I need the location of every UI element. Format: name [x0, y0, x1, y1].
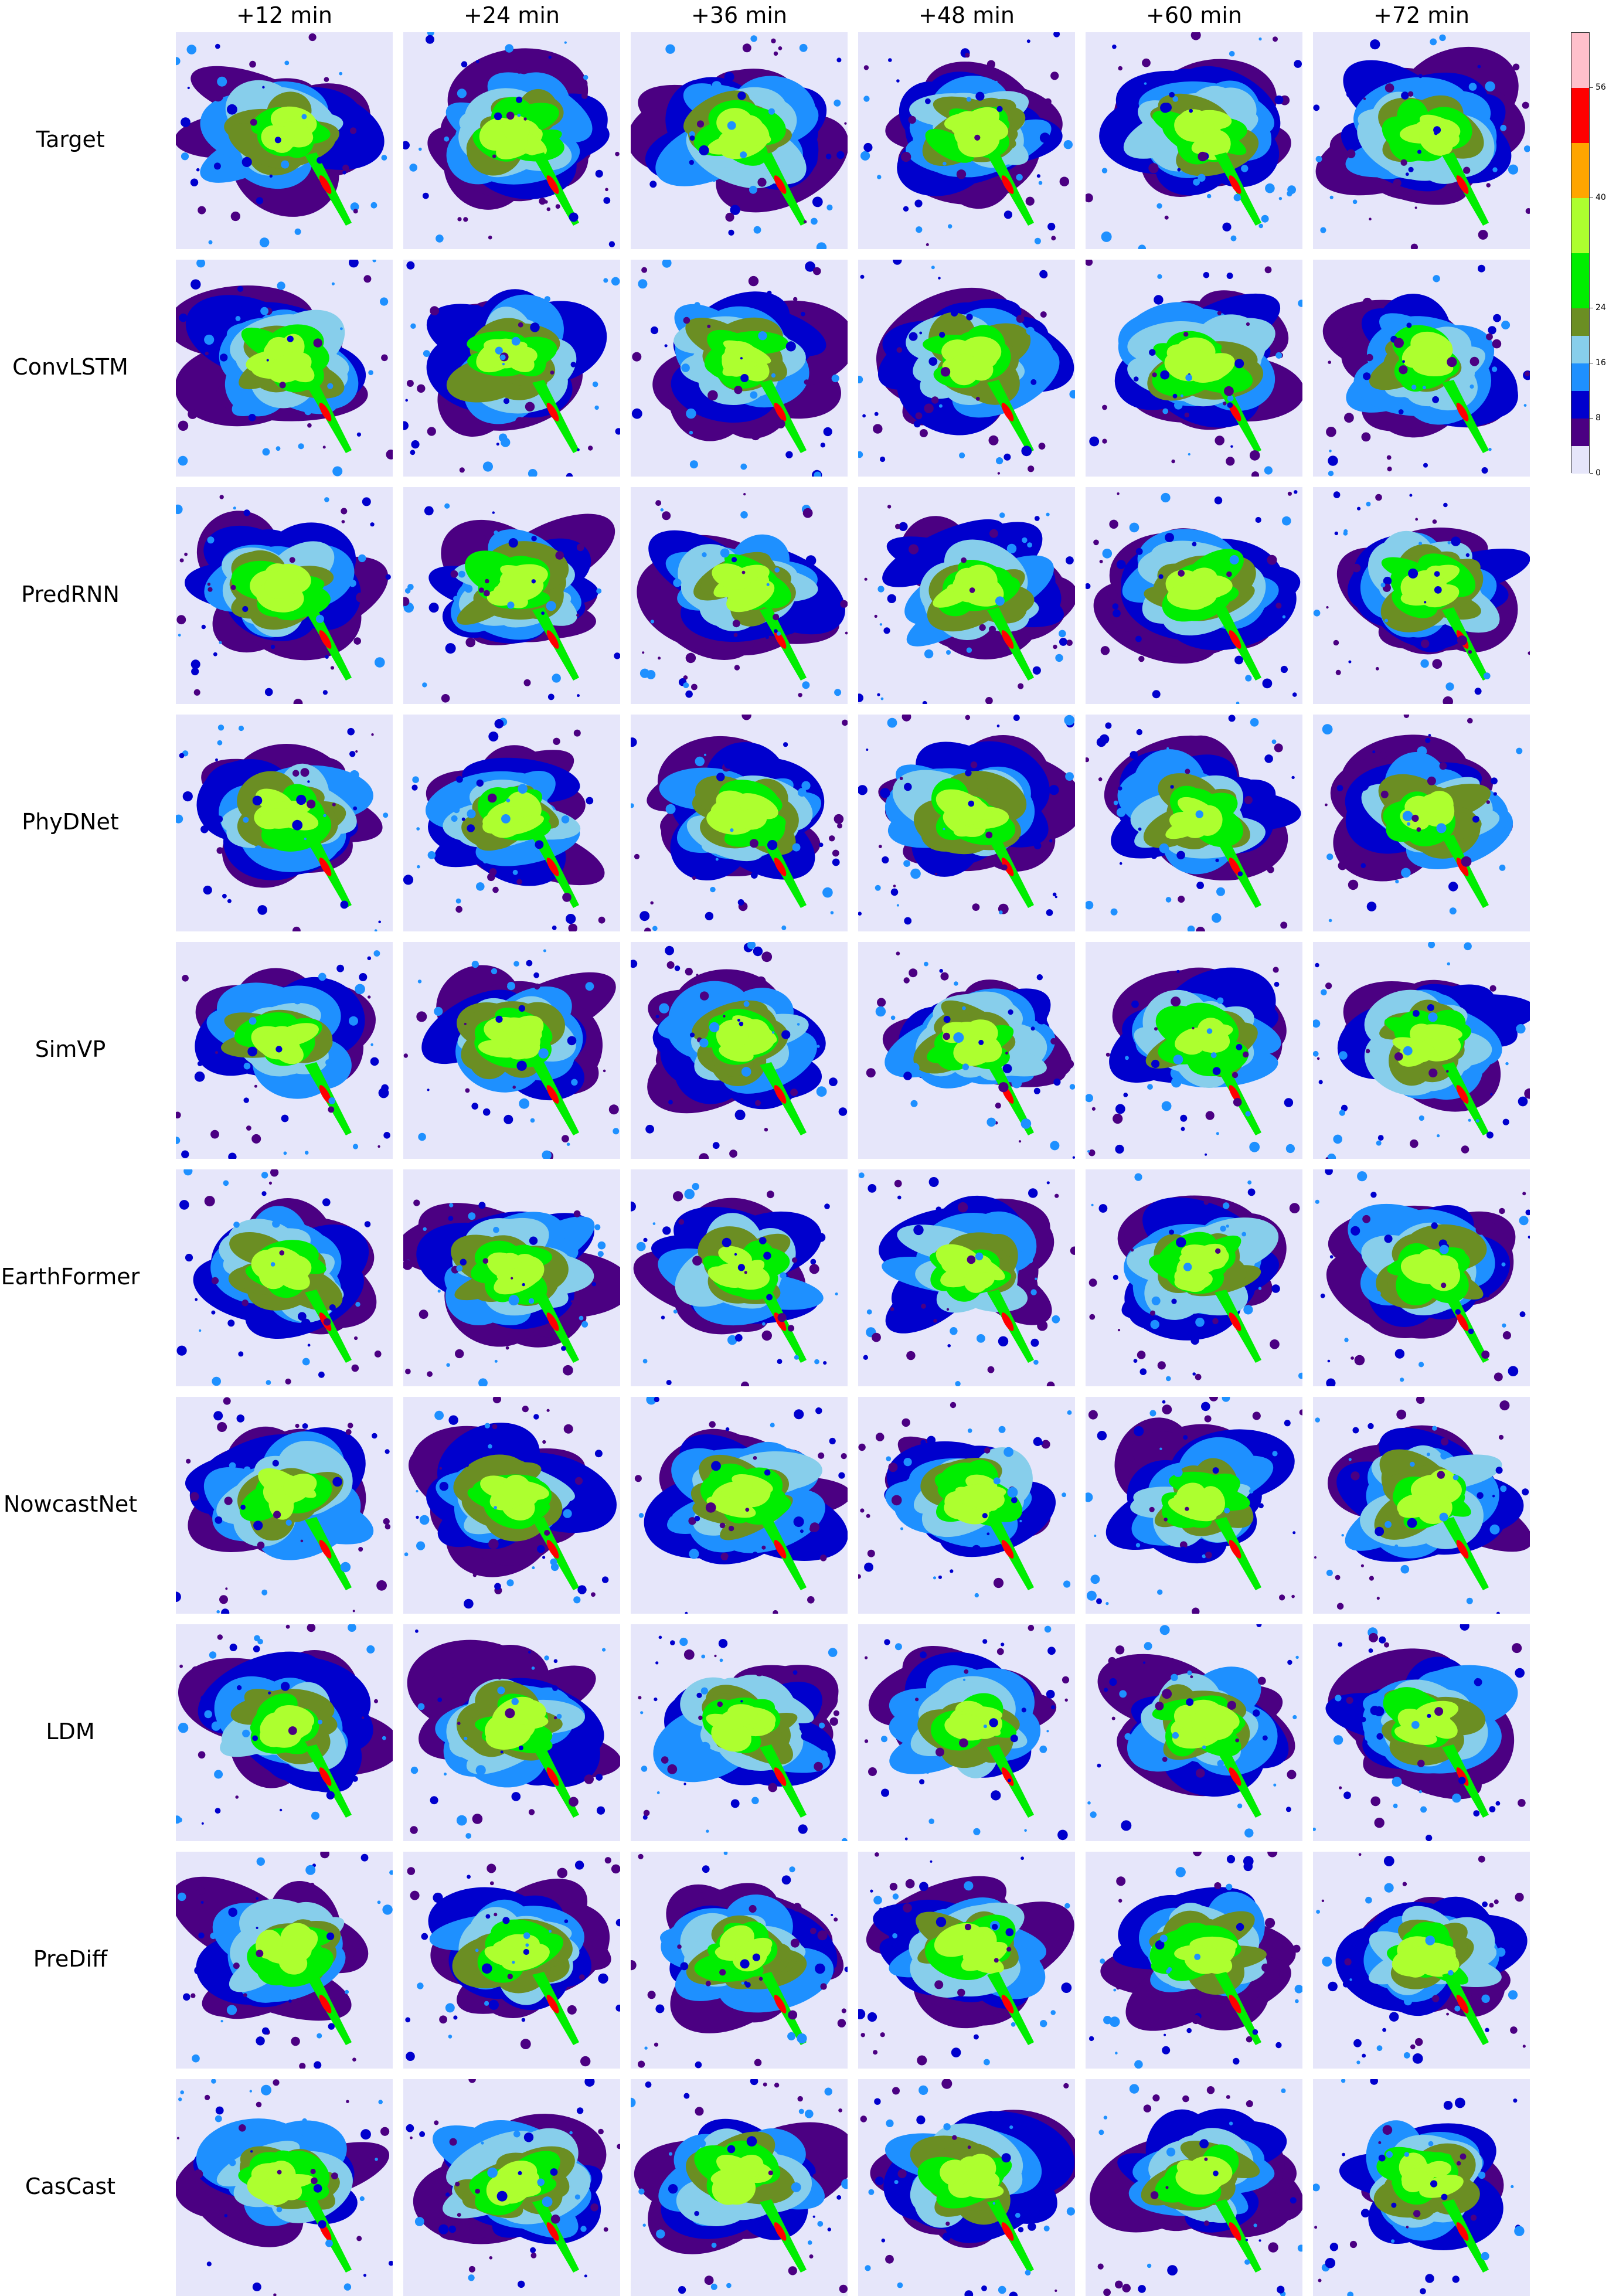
column-header: +72 min [1313, 0, 1530, 30]
forecast-panel [176, 1624, 393, 1841]
row-label: PredRNN [0, 581, 141, 607]
colorbar-segment [1571, 446, 1589, 474]
row-label: ConvLSTM [0, 354, 141, 380]
forecast-panel [403, 260, 620, 477]
colorbar-tick-label: 0 [1596, 469, 1601, 477]
row-label: EarthFormer [0, 1264, 141, 1290]
forecast-panel [631, 260, 848, 477]
colorbar-segment [1571, 391, 1589, 419]
column-header: +12 min [176, 0, 393, 30]
forecast-panel [176, 1397, 393, 1614]
colorbar-tick-label: 56 [1596, 83, 1606, 91]
forecast-panel [631, 2079, 848, 2296]
colorbar-segment [1571, 419, 1589, 446]
forecast-panel [403, 1169, 620, 1386]
colorbar-segment [1571, 33, 1589, 88]
forecast-panel [403, 2079, 620, 2296]
row-label: CasCast [0, 2173, 141, 2199]
forecast-panel [1313, 1624, 1530, 1841]
colorbar-segment [1571, 253, 1589, 308]
forecast-panel [1313, 32, 1530, 249]
forecast-panel [176, 32, 393, 249]
colorbar-segment [1571, 336, 1589, 363]
row-label: PhyDNet [0, 809, 141, 835]
forecast-panel [631, 1624, 848, 1841]
forecast-panel [1086, 1852, 1302, 2069]
forecast-panel [1086, 1169, 1302, 1386]
forecast-panel [858, 1169, 1075, 1386]
column-header: +24 min [403, 0, 620, 30]
row-label: Target [0, 127, 141, 152]
colorbar-segment [1571, 88, 1589, 143]
colorbar-tick-label: 40 [1596, 193, 1606, 202]
forecast-panel [1086, 1397, 1302, 1614]
row-label: SimVP [0, 1036, 141, 1062]
forecast-panel [176, 1169, 393, 1386]
forecast-panel [1313, 1397, 1530, 1614]
forecast-panel [858, 942, 1075, 1159]
forecast-panel [631, 1397, 848, 1614]
colorbar-tick-mark [1590, 87, 1593, 88]
forecast-panel [1313, 1852, 1530, 2069]
forecast-panel [1313, 2079, 1530, 2296]
colorbar-tick-label: 16 [1596, 359, 1606, 367]
column-header: +48 min [858, 0, 1075, 30]
forecast-panel [1086, 487, 1302, 704]
row-label: NowcastNet [0, 1491, 141, 1517]
row-label: PreDiff [0, 1946, 141, 1972]
forecast-panel [858, 1624, 1075, 1841]
colorbar-segment [1571, 143, 1589, 198]
forecast-panel [1086, 2079, 1302, 2296]
forecast-panel [1313, 260, 1530, 477]
forecast-panel [631, 487, 848, 704]
forecast-panel [858, 260, 1075, 477]
colorbar-tick-mark [1590, 418, 1593, 419]
forecast-panel [176, 487, 393, 704]
forecast-panel [1086, 942, 1302, 1159]
forecast-panel [858, 1852, 1075, 2069]
forecast-panel [403, 1397, 620, 1614]
forecast-panel [176, 1852, 393, 2069]
forecast-panel [631, 32, 848, 249]
forecast-panel [631, 1169, 848, 1386]
forecast-panel [176, 715, 393, 931]
forecast-panel [1086, 1624, 1302, 1841]
forecast-panel [858, 1397, 1075, 1614]
forecast-panel [403, 1852, 620, 2069]
forecast-panel [176, 942, 393, 1159]
forecast-panel [1086, 715, 1302, 931]
forecast-panel [1086, 260, 1302, 477]
forecast-panel [1086, 32, 1302, 249]
colorbar-tick-label: 24 [1596, 304, 1606, 312]
forecast-panel [1313, 942, 1530, 1159]
forecast-panel [631, 715, 848, 931]
forecast-panel [631, 1852, 848, 2069]
colorbar-tick-label: 8 [1596, 414, 1601, 422]
forecast-panel [403, 487, 620, 704]
forecast-panel [403, 715, 620, 931]
forecast-panel [1313, 487, 1530, 704]
forecast-panel [631, 942, 848, 1159]
forecast-panel [403, 1624, 620, 1841]
forecast-panel [858, 2079, 1075, 2296]
forecast-panel [403, 942, 620, 1159]
forecast-panel [858, 487, 1075, 704]
colorbar-segment [1571, 363, 1589, 391]
forecast-panel [858, 715, 1075, 931]
forecast-panel [1313, 1169, 1530, 1386]
column-header: +36 min [631, 0, 848, 30]
forecast-panel [176, 260, 393, 477]
colorbar [1571, 32, 1590, 473]
colorbar-segment [1571, 308, 1589, 336]
forecast-panel [176, 2079, 393, 2296]
forecast-panel [403, 32, 620, 249]
colorbar-segment [1571, 198, 1589, 253]
colorbar-tick-mark [1590, 473, 1593, 474]
forecast-panel [858, 32, 1075, 249]
column-header: +60 min [1086, 0, 1302, 30]
forecast-panel [1313, 715, 1530, 931]
row-label: LDM [0, 1719, 141, 1744]
